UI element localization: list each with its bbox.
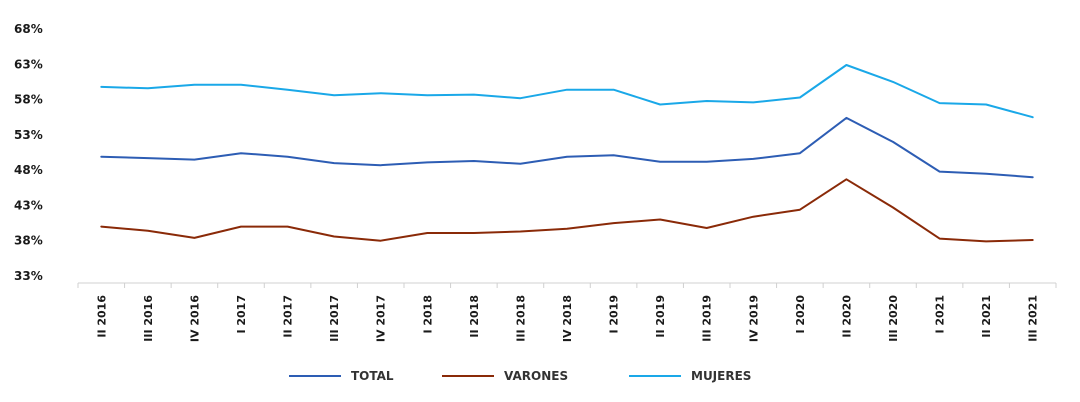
x-tick-label: IV 2016 <box>188 295 201 342</box>
y-tick-label: 33% <box>14 269 43 283</box>
y-tick-label: 63% <box>14 57 43 71</box>
x-axis-tick-labels: II 2016 III 2016 IV 2016 I 2017 II 2017 III 2… <box>95 295 1039 342</box>
legend-label-varones: VARONES <box>504 369 568 383</box>
x-tick-label: IV 2017 <box>375 295 388 342</box>
x-tick-label: III 2021 <box>1027 295 1040 342</box>
x-tick-label: II 2020 <box>840 295 853 338</box>
series-line-varones <box>100 178 1034 243</box>
x-tick-label: I 2019 <box>608 295 621 334</box>
x-tick-label: II 2021 <box>980 295 993 338</box>
series-lines <box>100 64 1034 243</box>
x-tick-label: I 2021 <box>934 295 947 334</box>
x-tick-label: IV 2019 <box>747 295 760 342</box>
y-tick-label: 43% <box>14 198 43 212</box>
x-tick-label: III 2020 <box>887 295 900 342</box>
x-tick-label: III 2018 <box>514 295 527 342</box>
y-tick-label: 58% <box>14 93 43 107</box>
series-line-mujeres <box>100 64 1034 119</box>
series-line-total <box>100 116 1034 179</box>
x-axis-ticks <box>77 283 1057 288</box>
legend-label-mujeres: MUJERES <box>691 369 751 383</box>
x-tick-label: III 2016 <box>142 295 155 342</box>
x-tick-label: II 2019 <box>654 295 667 338</box>
legend: TOTAL VARONES MUJERES <box>289 369 751 383</box>
y-tick-label: 53% <box>14 128 43 142</box>
x-tick-label: II 2016 <box>95 295 108 338</box>
y-tick-label: 68% <box>14 22 43 36</box>
y-tick-label: 48% <box>14 163 43 177</box>
y-tick-label: 38% <box>14 234 43 248</box>
x-tick-label: II 2017 <box>282 295 295 338</box>
x-tick-label: I 2017 <box>235 295 248 334</box>
legend-label-total: TOTAL <box>351 369 394 383</box>
x-tick-label: I 2018 <box>421 295 434 334</box>
y-axis-tick-labels: 33% 38% 43% 48% 53% 58% 63% 68% <box>14 22 43 283</box>
x-tick-label: II 2018 <box>468 295 481 338</box>
x-tick-label: III 2019 <box>701 295 714 342</box>
x-tick-label: IV 2018 <box>561 295 574 342</box>
x-tick-label: III 2017 <box>328 295 341 342</box>
x-tick-label: I 2020 <box>794 295 807 334</box>
